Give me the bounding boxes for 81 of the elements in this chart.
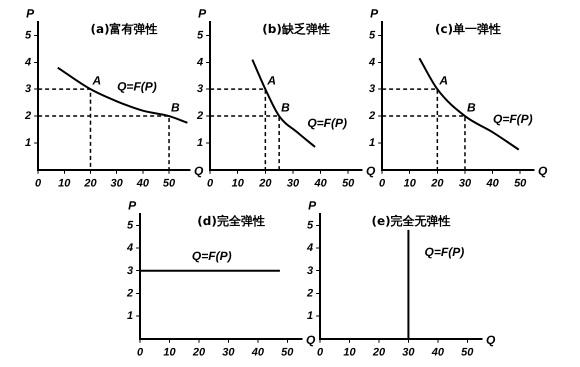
x-tick-label: 0 — [137, 346, 144, 358]
x-tick-label: 0 — [207, 177, 214, 190]
x-tick-label: 50 — [281, 346, 294, 358]
x-axis-title: Q — [194, 164, 204, 178]
y-tick-label: 2 — [306, 287, 314, 300]
x-tick-label: 30 — [402, 346, 416, 358]
annotation: A — [438, 73, 448, 88]
y-tick-label: 3 — [368, 83, 376, 96]
y-tick-label: 3 — [24, 83, 32, 96]
x-tick-label: 0 — [379, 177, 386, 190]
y-tick-label: 5 — [24, 29, 32, 42]
x-tick-label: 40 — [313, 177, 328, 190]
y-tick-label: 5 — [306, 219, 314, 232]
chart-title: (e)完全无弹性 — [372, 214, 451, 228]
x-tick-label: 40 — [250, 346, 265, 358]
x-tick-label: 50 — [162, 177, 176, 190]
x-tick-label: 40 — [430, 346, 445, 358]
x-tick-label: 0 — [317, 346, 324, 358]
x-tick-label: 20 — [258, 177, 272, 190]
x-tick-label: 10 — [343, 346, 357, 358]
chart-title: (b)缺乏弹性 — [262, 22, 330, 36]
x-tick-label: 40 — [136, 177, 150, 190]
annotation: Q=F(P) — [117, 79, 157, 94]
annotation: Q=F(P) — [192, 248, 232, 263]
y-axis-title: P — [198, 6, 208, 20]
y-tick-label: 3 — [306, 264, 314, 277]
y-tick-label: 2 — [24, 110, 32, 122]
x-tick-label: 0 — [35, 177, 42, 190]
y-tick-label: 1 — [196, 136, 204, 149]
x-tick-label: 30 — [110, 177, 124, 190]
y-tick-label: 3 — [196, 83, 204, 96]
chart-title: (c)单一弹性 — [435, 22, 502, 36]
annotation: Q=F(P) — [424, 245, 464, 260]
x-axis-title: Q — [538, 164, 548, 178]
x-tick-label: 30 — [458, 177, 472, 190]
x-tick-label: 20 — [372, 346, 386, 358]
x-tick-label: 50 — [461, 346, 474, 358]
x-tick-label: 30 — [222, 346, 236, 358]
x-axis-title: Q — [306, 333, 316, 348]
x-tick-label: 40 — [485, 177, 500, 190]
x-tick-label: 10 — [163, 346, 177, 358]
y-tick-label: 1 — [306, 310, 314, 322]
x-axis-title: Q — [486, 333, 496, 348]
y-tick-label: 4 — [306, 242, 314, 254]
y-tick-label: 5 — [196, 29, 204, 42]
y-tick-label: 4 — [368, 56, 376, 68]
x-tick-label: 20 — [192, 346, 206, 358]
y-tick-label: 4 — [126, 242, 134, 254]
y-tick-label: 1 — [368, 136, 376, 149]
annotation: B — [171, 100, 180, 114]
annotation: Q=F(P) — [492, 112, 533, 126]
x-tick-label: 10 — [58, 177, 72, 190]
annotation: A — [266, 73, 276, 88]
x-tick-label: 10 — [232, 177, 245, 190]
annotation: B — [466, 100, 476, 114]
y-axis-title: P — [26, 6, 36, 20]
y-tick-label: 2 — [368, 110, 376, 122]
x-tick-label: 50 — [342, 177, 356, 190]
x-tick-label: 30 — [286, 177, 300, 190]
x-axis-title: Q — [366, 164, 376, 178]
y-axis-title: P — [370, 6, 380, 20]
y-tick-label: 5 — [126, 219, 134, 232]
y-tick-label: 2 — [196, 110, 204, 122]
x-tick-label: 50 — [514, 177, 528, 190]
chart-title: (d)完全弹性 — [197, 214, 265, 228]
annotation: Q=F(P) — [307, 116, 347, 130]
chart-title: (a)富有弹性 — [90, 22, 158, 36]
annotation: A — [91, 73, 102, 88]
y-tick-label: 4 — [196, 56, 204, 68]
y-tick-label: 3 — [126, 264, 134, 277]
y-tick-label: 4 — [24, 56, 32, 68]
y-tick-label: 5 — [368, 29, 376, 42]
x-tick-label: 20 — [83, 177, 98, 190]
y-tick-label: 2 — [126, 287, 134, 300]
y-axis-title: P — [128, 198, 138, 212]
annotation: B — [281, 100, 290, 114]
y-tick-label: 1 — [24, 136, 32, 149]
x-tick-label: 20 — [430, 177, 444, 190]
y-axis-title: P — [308, 198, 318, 212]
x-tick-label: 10 — [404, 177, 417, 190]
y-tick-label: 1 — [126, 310, 134, 322]
